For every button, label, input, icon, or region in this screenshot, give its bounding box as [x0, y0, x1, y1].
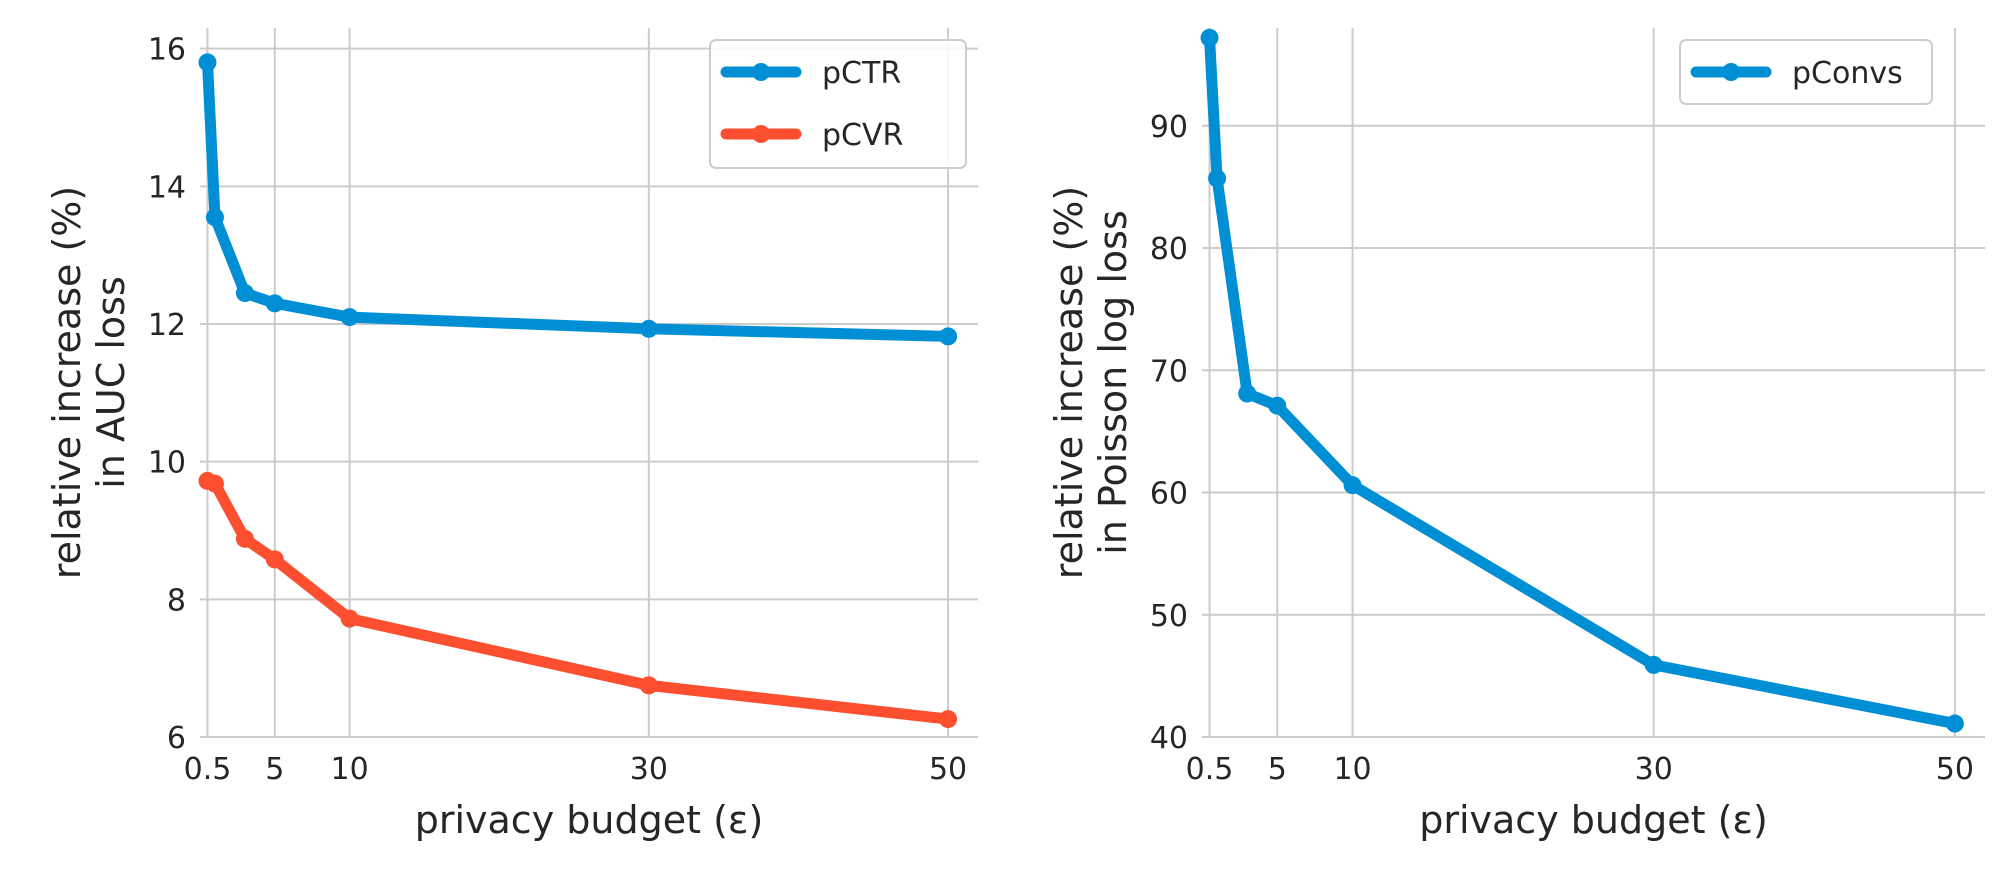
data-point-pCTR	[639, 319, 658, 338]
y-tick-label: 12	[148, 308, 186, 343]
y-tick-label: 40	[1150, 721, 1188, 756]
data-point-pCVR	[639, 676, 658, 695]
data-point-pConvs	[1343, 476, 1362, 495]
legend-marker-pCTR	[752, 63, 770, 81]
x-tick-label: 50	[929, 752, 967, 787]
y-tick-label: 14	[148, 170, 186, 205]
legend-box	[1679, 39, 1933, 105]
data-point-pConvs	[1238, 384, 1257, 403]
x-tick-label: 0.5	[1186, 752, 1234, 787]
y-axis-label-line-2: in AUC loss	[89, 276, 133, 489]
x-tick-label: 0.5	[184, 752, 232, 787]
legend-label-pCTR: pCTR	[822, 56, 901, 91]
data-point-pCVR	[340, 609, 359, 628]
x-axis-label: privacy budget (ε)	[415, 798, 764, 842]
y-tick-label: 8	[167, 583, 186, 618]
series-line-pConvs	[1204, 32, 1961, 730]
x-axis-label: privacy budget (ε)	[1419, 798, 1768, 842]
legend-label-pCVR: pCVR	[822, 118, 903, 153]
data-point-pCVR	[235, 529, 254, 548]
y-tick-label: 16	[148, 33, 186, 68]
x-tick-label: 30	[630, 752, 668, 787]
y-axis-label-line-1: relative increase (%)	[1047, 186, 1091, 579]
y-tick-label: 80	[1150, 232, 1188, 267]
chart-panel-2: 40 50 60 70 80 90 0.5 5 10 30 50 privacy budget (ε)…	[1047, 28, 1985, 842]
data-point-pConvs	[1268, 396, 1287, 415]
y-tick-label: 60	[1150, 477, 1188, 512]
y-axis-label-line-2: in Poisson log loss	[1091, 210, 1135, 555]
data-point-pCTR	[939, 327, 958, 346]
y-tick-label: 6	[167, 721, 186, 756]
y-axis-label-line-1: relative increase (%)	[45, 186, 89, 579]
data-point-pConvs	[1200, 28, 1219, 47]
data-point-pCTR	[205, 208, 224, 227]
data-point-pCVR	[265, 550, 284, 569]
data-point-pCTR	[235, 284, 254, 303]
data-point-pCTR	[340, 308, 359, 327]
y-tick-label: 10	[148, 446, 186, 481]
data-point-pConvs	[1208, 169, 1227, 188]
legend-label-pConvs: pConvs	[1792, 56, 1903, 91]
x-tick-label: 30	[1635, 752, 1673, 787]
legend-marker-pCVR	[752, 125, 770, 143]
data-point-pCVR	[939, 710, 958, 729]
legend-marker-pConvs	[1722, 63, 1740, 81]
data-point-pCTR	[198, 53, 217, 72]
x-tick-label: 5	[1268, 752, 1287, 787]
legend: pCTR pCVR	[709, 39, 967, 169]
data-point-pConvs	[1644, 655, 1663, 674]
x-tick-label: 10	[1333, 752, 1371, 787]
x-tick-label: 10	[331, 752, 369, 787]
data-point-pCTR	[265, 294, 284, 313]
y-tick-label: 90	[1150, 110, 1188, 145]
x-tick-label: 5	[265, 752, 284, 787]
data-point-pCVR	[205, 474, 224, 493]
y-tick-label: 50	[1150, 599, 1188, 634]
y-tick-label: 70	[1150, 354, 1188, 389]
legend: pConvs	[1679, 39, 1933, 105]
x-tick-label: 50	[1936, 752, 1974, 787]
data-point-pConvs	[1945, 714, 1964, 733]
chart-panel-1: 6 8 10 12 14 16 0.5 5 10 30 50 privacy budget (ε) re…	[45, 28, 978, 842]
